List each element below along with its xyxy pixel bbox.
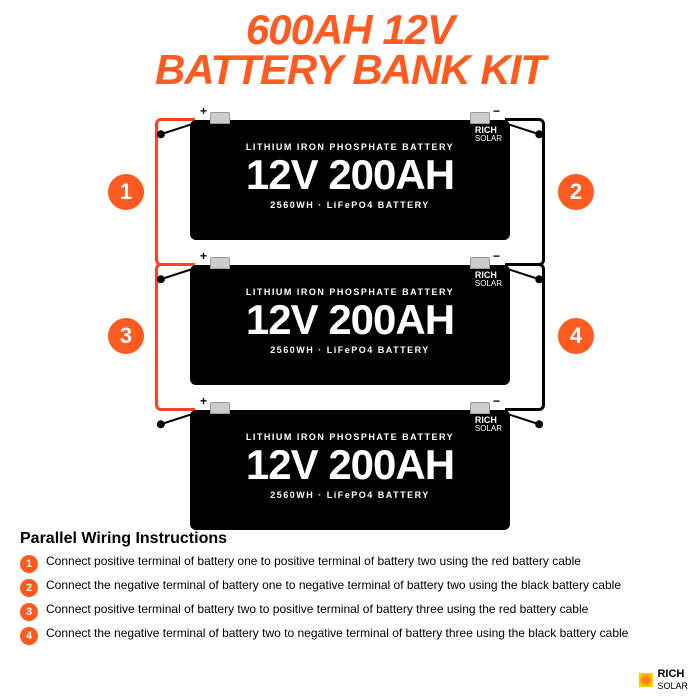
sun-icon [639,673,653,687]
battery-3: +−RICHSOLARLITHIUM IRON PHOSPHATE BATTER… [190,410,510,530]
brand-logo: RICH SOLAR [639,668,688,692]
battery-rating: 12V 200AH [196,154,504,196]
step-marker-3: 3 [108,318,144,354]
main-title: 600AH 12V BATTERY BANK KIT [0,0,700,90]
title-line-2: BATTERY BANK KIT [0,50,700,90]
cable-4-black [505,263,545,411]
instruction-step-4: 4 Connect the negative terminal of batter… [20,626,680,645]
battery-capacity: 2560WH · LiFePO4 BATTERY [196,345,504,355]
battery-rating: 12V 200AH [196,444,504,486]
step-text: Connect the negative terminal of battery… [46,578,621,593]
instructions-section: Parallel Wiring Instructions 1 Connect po… [0,530,700,645]
cable-2-black [505,118,545,266]
step-text: Connect the negative terminal of battery… [46,626,628,641]
battery-1: +−RICHSOLARLITHIUM IRON PHOSPHATE BATTER… [190,120,510,240]
brand-top: RICH [657,668,684,680]
step-text: Connect positive terminal of battery two… [46,602,588,617]
step-marker-1: 1 [108,174,144,210]
positive-terminal-label: + [200,104,207,118]
step-number-icon: 1 [20,555,38,573]
cable-3-red [155,263,195,411]
negative-terminal-label: − [493,394,500,408]
battery-brand: RICHSOLAR [475,416,502,433]
step-marker-4: 4 [558,318,594,354]
battery-rating: 12V 200AH [196,299,504,341]
step-number-icon: 4 [20,627,38,645]
title-line-1: 600AH 12V [0,10,700,50]
instruction-step-1: 1 Connect positive terminal of battery on… [20,554,680,573]
battery-capacity: 2560WH · LiFePO4 BATTERY [196,490,504,500]
battery-brand: RICHSOLAR [475,271,502,288]
battery-brand: RICHSOLAR [475,126,502,143]
brand-bottom: SOLAR [657,681,688,691]
cable-1-red [155,118,195,266]
step-text: Connect positive terminal of battery one… [46,554,581,569]
wiring-diagram: +−RICHSOLARLITHIUM IRON PHOSPHATE BATTER… [0,90,700,530]
battery-capacity: 2560WH · LiFePO4 BATTERY [196,200,504,210]
terminal-lead-icon [161,413,194,425]
step-number-icon: 3 [20,603,38,621]
step-number-icon: 2 [20,579,38,597]
step-marker-2: 2 [558,174,594,210]
instruction-step-2: 2 Connect the negative terminal of batter… [20,578,680,597]
positive-terminal-label: + [200,394,207,408]
negative-terminal-label: − [493,104,500,118]
positive-terminal-label: + [200,249,207,263]
instructions-heading: Parallel Wiring Instructions [20,530,680,548]
instruction-step-3: 3 Connect positive terminal of battery tw… [20,602,680,621]
terminal-lead-icon [507,413,540,425]
negative-terminal-label: − [493,249,500,263]
battery-2: +−RICHSOLARLITHIUM IRON PHOSPHATE BATTER… [190,265,510,385]
